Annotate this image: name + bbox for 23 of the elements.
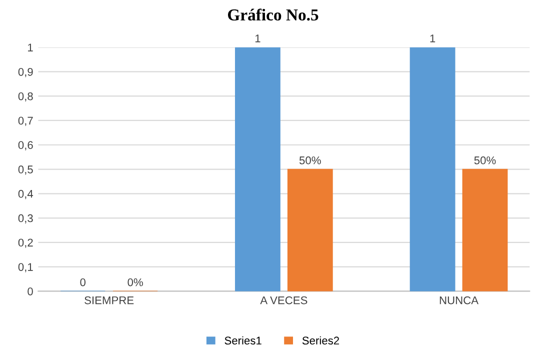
y-tick-label: 0,2 (18, 238, 33, 248)
y-tick-label: 0,4 (18, 190, 34, 200)
y-tick-label: 0,6 (18, 141, 33, 150)
x-tick-label: A VECES (260, 296, 308, 304)
data-label: 1 (430, 34, 436, 42)
legend-label: Series2 (302, 336, 340, 345)
data-label: 1 (255, 34, 260, 42)
data-label: 50% (474, 156, 496, 164)
y-tick-label: 0,5 (18, 166, 33, 175)
y-tick-label: 1 (28, 44, 33, 52)
legend-label: Series1 (224, 336, 262, 345)
y-tick-label: 0,9 (18, 68, 33, 78)
data-label: 0 (80, 278, 86, 286)
y-tick-label: 0,8 (18, 92, 33, 102)
y-tick-label: 0,3 (18, 214, 33, 224)
x-tick-label: SIEMPRE (84, 296, 134, 304)
data-label: 50% (299, 156, 321, 164)
data-label: 0% (128, 278, 143, 286)
y-tick-label: 0,1 (18, 263, 33, 272)
chart-title: Gráfico No.5 (228, 8, 318, 21)
x-tick-label: NUNCA (440, 296, 478, 304)
y-tick-label: 0,7 (18, 116, 33, 126)
y-tick-label: 0 (28, 287, 33, 296)
